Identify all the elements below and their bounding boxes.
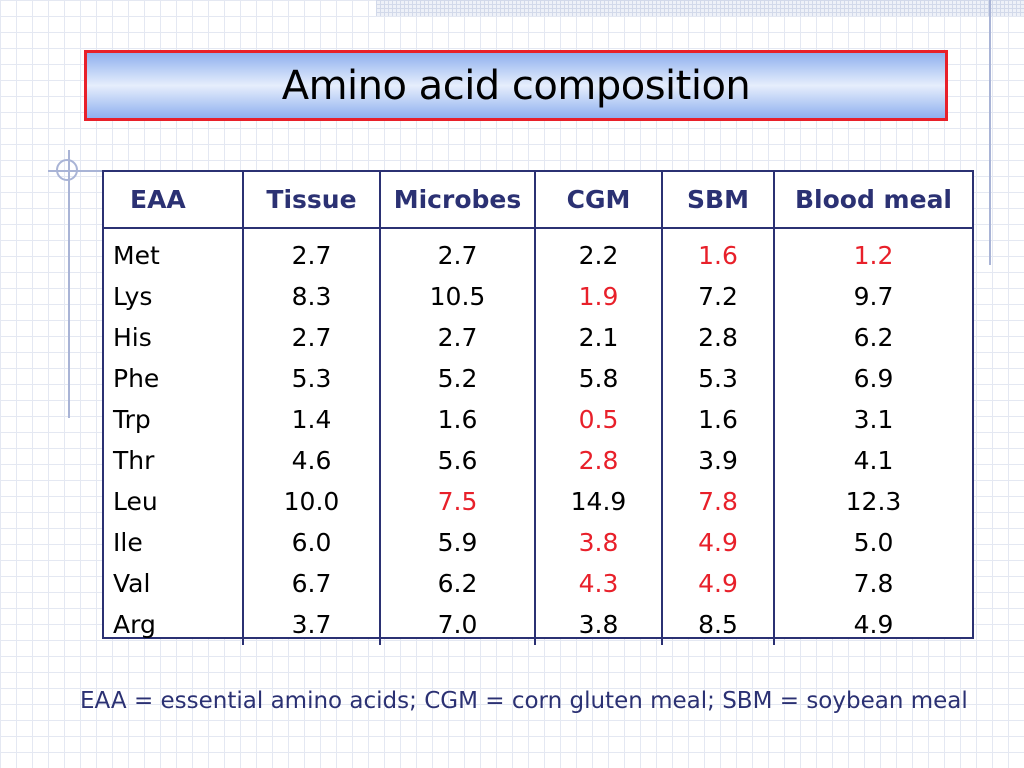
column-sbm: 1.6 7.2 2.8 5.3 1.6 3.9 7.8 4.9 4.9 8.5 [662, 228, 775, 645]
column-eaa: Met Lys His Phe Trp Thr Leu Ile Val Arg [104, 228, 244, 645]
table-cell: 2.1 [578, 323, 619, 352]
table-cell: 5.9 [437, 528, 478, 557]
table-cell: 8.3 [291, 282, 332, 311]
header-cgm: CGM [535, 172, 663, 229]
table-cell: 6.2 [437, 569, 478, 598]
table-cell: 5.2 [437, 364, 478, 393]
table-cell: 1.2 [853, 241, 894, 270]
table-cell: 5.8 [578, 364, 619, 393]
table-cell: 6.7 [291, 569, 332, 598]
table-cell: 2.2 [578, 241, 619, 270]
table-cell: 9.7 [853, 282, 894, 311]
table-cell: 4.6 [291, 446, 332, 475]
amino-acid-label: Thr [113, 446, 155, 475]
table-cell: 4.9 [853, 610, 894, 639]
header-tissue: Tissue [243, 172, 381, 229]
amino-acid-label: Arg [113, 610, 156, 639]
amino-acid-label: Trp [113, 405, 151, 434]
table-cell: 7.2 [698, 282, 738, 311]
table-cell: 4.9 [698, 569, 738, 598]
table-cell: 3.1 [853, 405, 894, 434]
table-cell: 3.8 [578, 528, 619, 557]
table-cell: 2.8 [578, 446, 619, 475]
table-cell: 14.9 [570, 487, 627, 516]
data-table: EAA Tissue Microbes CGM SBM Blood meal M… [104, 172, 972, 645]
amino-acid-label: Leu [113, 487, 158, 516]
amino-acid-label: Met [113, 241, 160, 270]
amino-acid-label: Val [113, 569, 151, 598]
table-cell: 4.3 [578, 569, 619, 598]
right-decorative-line [989, 0, 991, 265]
table-cell: 3.8 [578, 610, 619, 639]
table-cell: 2.8 [698, 323, 738, 352]
table-cell: 6.9 [853, 364, 894, 393]
table-cell: 1.6 [698, 241, 738, 270]
table-cell: 7.5 [437, 487, 478, 516]
amino-acid-table: EAA Tissue Microbes CGM SBM Blood meal M… [102, 170, 974, 645]
table-cell: 1.6 [437, 405, 478, 434]
column-microbes: 2.7 10.5 2.7 5.2 1.6 5.6 7.5 5.9 6.2 7.0 [380, 228, 536, 645]
table-cell: 5.6 [437, 446, 478, 475]
table-cell: 4.1 [853, 446, 894, 475]
header-sbm: SBM [662, 172, 775, 229]
table-cell: 3.9 [698, 446, 738, 475]
title-banner: Amino acid composition [84, 50, 948, 121]
footnote: EAA = essential amino acids; CGM = corn … [80, 688, 968, 714]
amino-acid-label: Phe [113, 364, 160, 393]
amino-acid-label: Lys [113, 282, 153, 311]
table-cell: 10.0 [283, 487, 340, 516]
table-cell: 6.2 [853, 323, 894, 352]
table-cell: 7.8 [698, 487, 738, 516]
table-cell: 1.4 [291, 405, 332, 434]
header-blood-meal: Blood meal [774, 172, 972, 229]
table-cell: 2.7 [437, 323, 478, 352]
table-cell: 6.0 [291, 528, 332, 557]
table-cell: 4.9 [698, 528, 738, 557]
table-cell: 5.3 [698, 364, 738, 393]
table-cell: 3.7 [291, 610, 332, 639]
slide-title: Amino acid composition [281, 62, 751, 109]
table-cell: 0.5 [578, 405, 619, 434]
table-cell: 8.5 [698, 610, 738, 639]
column-cgm: 2.2 1.9 2.1 5.8 0.5 2.8 14.9 3.8 4.3 3.8 [535, 228, 663, 645]
table-cell: 1.9 [578, 282, 619, 311]
amino-acid-label: Ile [113, 528, 143, 557]
table-cell: 2.7 [291, 241, 332, 270]
table-cell: 7.0 [437, 610, 478, 639]
table-cell: 7.8 [853, 569, 894, 598]
table-cell: 12.3 [845, 487, 902, 516]
amino-acid-label: His [113, 323, 152, 352]
column-tissue: 2.7 8.3 2.7 5.3 1.4 4.6 10.0 6.0 6.7 3.7 [243, 228, 381, 645]
column-blood-meal: 1.2 9.7 6.2 6.9 3.1 4.1 12.3 5.0 7.8 4.9 [774, 228, 972, 645]
header-row: EAA Tissue Microbes CGM SBM Blood meal [104, 172, 972, 229]
left-decorative-line [68, 150, 70, 418]
table-cell: 5.0 [853, 528, 894, 557]
table-cell: 1.6 [698, 405, 738, 434]
table-cell: 10.5 [429, 282, 486, 311]
table-body-row: Met Lys His Phe Trp Thr Leu Ile Val Arg 2.7 8.3 2.7… [104, 228, 972, 645]
top-decorative-band [376, 0, 1024, 16]
decorative-circle-icon [56, 159, 78, 181]
table-cell: 2.7 [291, 323, 332, 352]
header-microbes: Microbes [380, 172, 536, 229]
header-eaa: EAA [104, 172, 244, 229]
table-cell: 2.7 [437, 241, 478, 270]
table-cell: 5.3 [291, 364, 332, 393]
